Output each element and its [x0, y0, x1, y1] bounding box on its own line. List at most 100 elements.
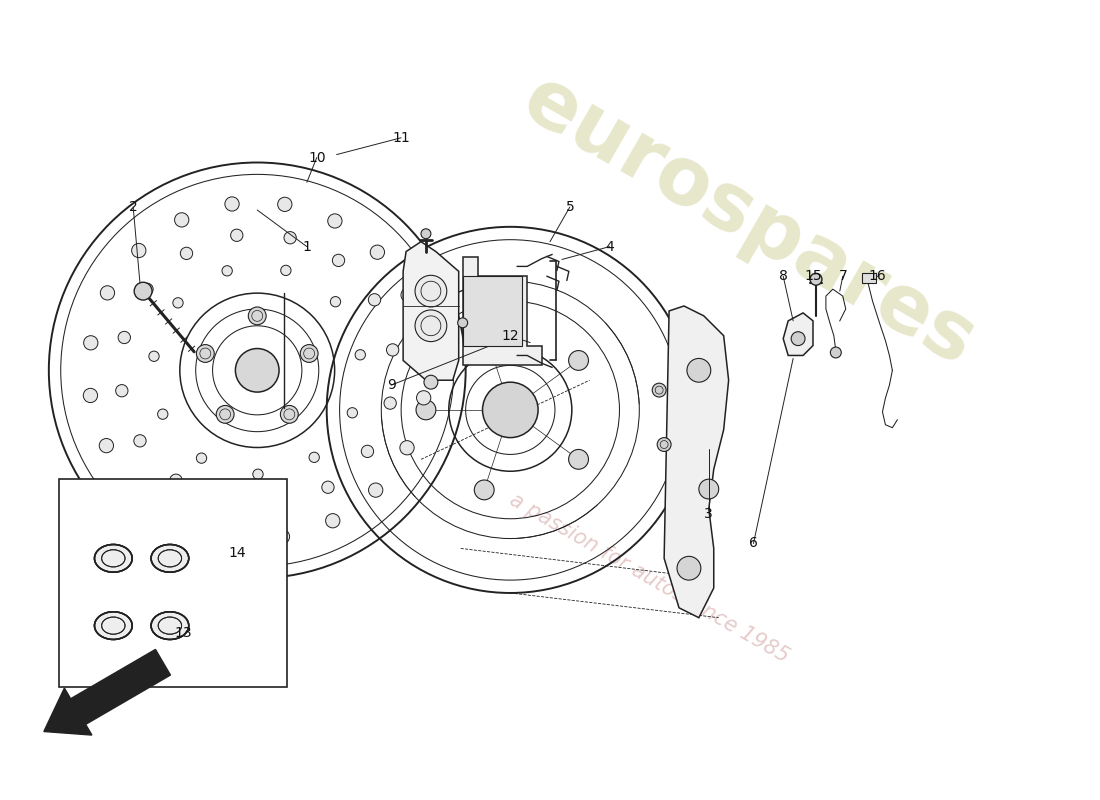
- Circle shape: [275, 530, 289, 544]
- Circle shape: [231, 229, 243, 242]
- Circle shape: [415, 310, 447, 342]
- Text: 1: 1: [302, 240, 311, 254]
- Circle shape: [474, 480, 494, 500]
- Circle shape: [84, 388, 98, 402]
- Circle shape: [652, 383, 667, 397]
- Text: 8: 8: [779, 270, 788, 283]
- Circle shape: [300, 345, 318, 362]
- Text: 3: 3: [704, 507, 713, 521]
- Circle shape: [284, 232, 296, 244]
- Circle shape: [141, 283, 153, 295]
- Circle shape: [330, 297, 341, 307]
- Circle shape: [830, 347, 842, 358]
- Circle shape: [458, 318, 468, 328]
- Text: 16: 16: [869, 270, 887, 283]
- Polygon shape: [403, 242, 459, 380]
- Circle shape: [810, 274, 822, 286]
- Text: 9: 9: [387, 378, 396, 392]
- Circle shape: [386, 344, 399, 356]
- Polygon shape: [664, 306, 728, 618]
- Circle shape: [355, 350, 365, 360]
- Circle shape: [100, 286, 114, 300]
- Circle shape: [657, 438, 671, 451]
- Text: 11: 11: [393, 130, 410, 145]
- Circle shape: [569, 350, 589, 370]
- FancyArrow shape: [44, 650, 170, 735]
- Circle shape: [483, 382, 538, 438]
- Circle shape: [134, 434, 146, 447]
- Circle shape: [157, 409, 168, 419]
- Text: 7: 7: [838, 270, 847, 283]
- Ellipse shape: [151, 545, 189, 572]
- Circle shape: [361, 446, 374, 458]
- Circle shape: [417, 390, 431, 405]
- Circle shape: [332, 254, 344, 266]
- Bar: [861, 274, 876, 283]
- Circle shape: [326, 514, 340, 528]
- Circle shape: [400, 441, 415, 455]
- Circle shape: [421, 229, 431, 238]
- Text: 4: 4: [605, 240, 614, 254]
- Circle shape: [424, 375, 438, 389]
- Text: 15: 15: [804, 270, 822, 283]
- Circle shape: [272, 499, 284, 511]
- Polygon shape: [783, 313, 813, 355]
- Circle shape: [280, 406, 298, 423]
- Circle shape: [218, 497, 231, 509]
- Circle shape: [222, 266, 232, 276]
- Circle shape: [169, 474, 183, 486]
- Polygon shape: [463, 276, 522, 346]
- Circle shape: [417, 338, 431, 352]
- Circle shape: [222, 529, 236, 543]
- Circle shape: [309, 452, 319, 462]
- Circle shape: [322, 481, 334, 494]
- Circle shape: [175, 213, 189, 227]
- Circle shape: [791, 332, 805, 346]
- Text: 14: 14: [229, 546, 246, 560]
- Circle shape: [698, 479, 718, 499]
- Circle shape: [235, 349, 279, 392]
- Circle shape: [116, 385, 128, 397]
- Circle shape: [368, 483, 383, 498]
- Circle shape: [130, 482, 144, 495]
- Text: a passion for autos since 1985: a passion for autos since 1985: [506, 490, 792, 666]
- Circle shape: [384, 397, 396, 410]
- Circle shape: [173, 298, 184, 308]
- Ellipse shape: [95, 545, 132, 572]
- Circle shape: [277, 198, 292, 211]
- Circle shape: [224, 197, 239, 211]
- Circle shape: [415, 275, 447, 307]
- Ellipse shape: [151, 612, 189, 639]
- Circle shape: [118, 331, 131, 344]
- Circle shape: [99, 438, 113, 453]
- Circle shape: [84, 336, 98, 350]
- Circle shape: [688, 358, 711, 382]
- Circle shape: [197, 453, 207, 463]
- Circle shape: [148, 351, 159, 362]
- Text: 10: 10: [308, 150, 326, 165]
- Text: eurospares: eurospares: [508, 61, 989, 383]
- Text: 5: 5: [565, 200, 574, 214]
- Circle shape: [569, 450, 589, 470]
- Text: 2: 2: [129, 200, 138, 214]
- Circle shape: [348, 408, 358, 418]
- Text: 13: 13: [174, 626, 191, 639]
- Text: 6: 6: [749, 537, 758, 550]
- Circle shape: [280, 266, 292, 275]
- Circle shape: [253, 469, 263, 479]
- Circle shape: [368, 294, 381, 306]
- Circle shape: [173, 513, 187, 526]
- Ellipse shape: [95, 612, 132, 639]
- Circle shape: [371, 245, 385, 259]
- Circle shape: [328, 214, 342, 228]
- Circle shape: [132, 243, 146, 258]
- Circle shape: [180, 247, 192, 259]
- Circle shape: [474, 320, 494, 340]
- Circle shape: [402, 288, 415, 302]
- Circle shape: [676, 556, 701, 580]
- Circle shape: [217, 406, 234, 423]
- Polygon shape: [463, 257, 542, 366]
- Circle shape: [416, 400, 436, 420]
- Circle shape: [134, 282, 152, 300]
- Circle shape: [249, 307, 266, 325]
